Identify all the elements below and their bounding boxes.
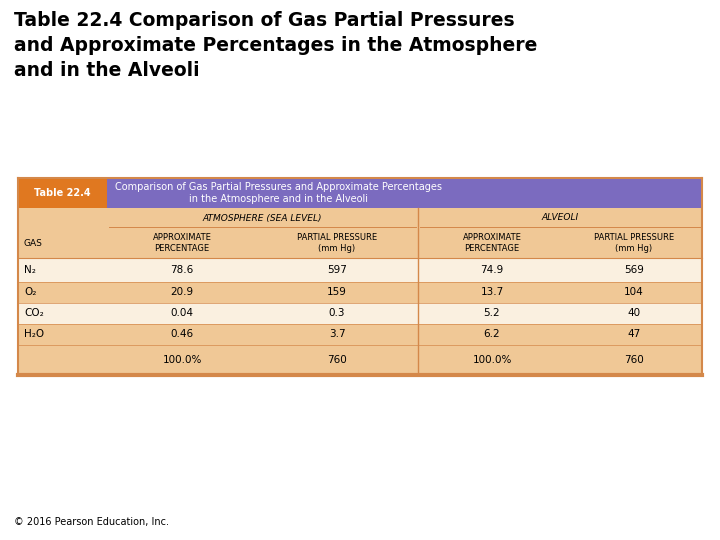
Text: 569: 569 xyxy=(624,265,644,275)
Text: APPROXIMATE
PERCENTAGE: APPROXIMATE PERCENTAGE xyxy=(462,233,521,253)
Text: 100.0%: 100.0% xyxy=(472,355,512,365)
Bar xyxy=(18,208,702,228)
Text: 74.9: 74.9 xyxy=(480,265,503,275)
Bar xyxy=(18,228,702,258)
Text: © 2016 Pearson Education, Inc.: © 2016 Pearson Education, Inc. xyxy=(14,516,169,526)
Text: 13.7: 13.7 xyxy=(480,287,503,297)
Text: 0.3: 0.3 xyxy=(329,308,346,318)
Text: 5.2: 5.2 xyxy=(484,308,500,318)
Text: 40: 40 xyxy=(627,308,641,318)
Text: 0.46: 0.46 xyxy=(171,329,194,339)
Text: CO₂: CO₂ xyxy=(24,308,44,318)
Text: 78.6: 78.6 xyxy=(171,265,194,275)
Bar xyxy=(107,178,702,208)
Text: PARTIAL PRESSURE
(mm Hg): PARTIAL PRESSURE (mm Hg) xyxy=(594,233,674,253)
Text: 47: 47 xyxy=(627,329,641,339)
Bar xyxy=(18,178,107,208)
Text: 6.2: 6.2 xyxy=(484,329,500,339)
Text: Comparison of Gas Partial Pressures and Approximate Percentages
in the Atmospher: Comparison of Gas Partial Pressures and … xyxy=(115,182,442,204)
Bar xyxy=(18,282,702,303)
Text: 3.7: 3.7 xyxy=(329,329,346,339)
Text: PARTIAL PRESSURE
(mm Hg): PARTIAL PRESSURE (mm Hg) xyxy=(297,233,377,253)
Text: H₂O: H₂O xyxy=(24,329,44,339)
Text: ALVEOLI: ALVEOLI xyxy=(541,213,579,222)
Bar xyxy=(18,324,702,345)
Text: APPROXIMATE
PERCENTAGE: APPROXIMATE PERCENTAGE xyxy=(153,233,212,253)
Text: 0.04: 0.04 xyxy=(171,308,194,318)
Text: O₂: O₂ xyxy=(24,287,37,297)
Text: 760: 760 xyxy=(327,355,347,365)
Bar xyxy=(18,258,702,282)
Text: 104: 104 xyxy=(624,287,644,297)
Text: GAS: GAS xyxy=(24,239,43,247)
Text: 100.0%: 100.0% xyxy=(162,355,202,365)
Text: 159: 159 xyxy=(327,287,347,297)
Text: Table 22.4 Comparison of Gas Partial Pressures
and Approximate Percentages in th: Table 22.4 Comparison of Gas Partial Pre… xyxy=(14,11,538,80)
Text: N₂: N₂ xyxy=(24,265,36,275)
Bar xyxy=(18,345,702,375)
Text: 597: 597 xyxy=(327,265,347,275)
Text: 20.9: 20.9 xyxy=(171,287,194,297)
Text: ATMOSPHERE (SEA LEVEL): ATMOSPHERE (SEA LEVEL) xyxy=(202,213,322,222)
Bar xyxy=(18,303,702,324)
Text: 760: 760 xyxy=(624,355,644,365)
Text: Table 22.4: Table 22.4 xyxy=(34,188,90,198)
